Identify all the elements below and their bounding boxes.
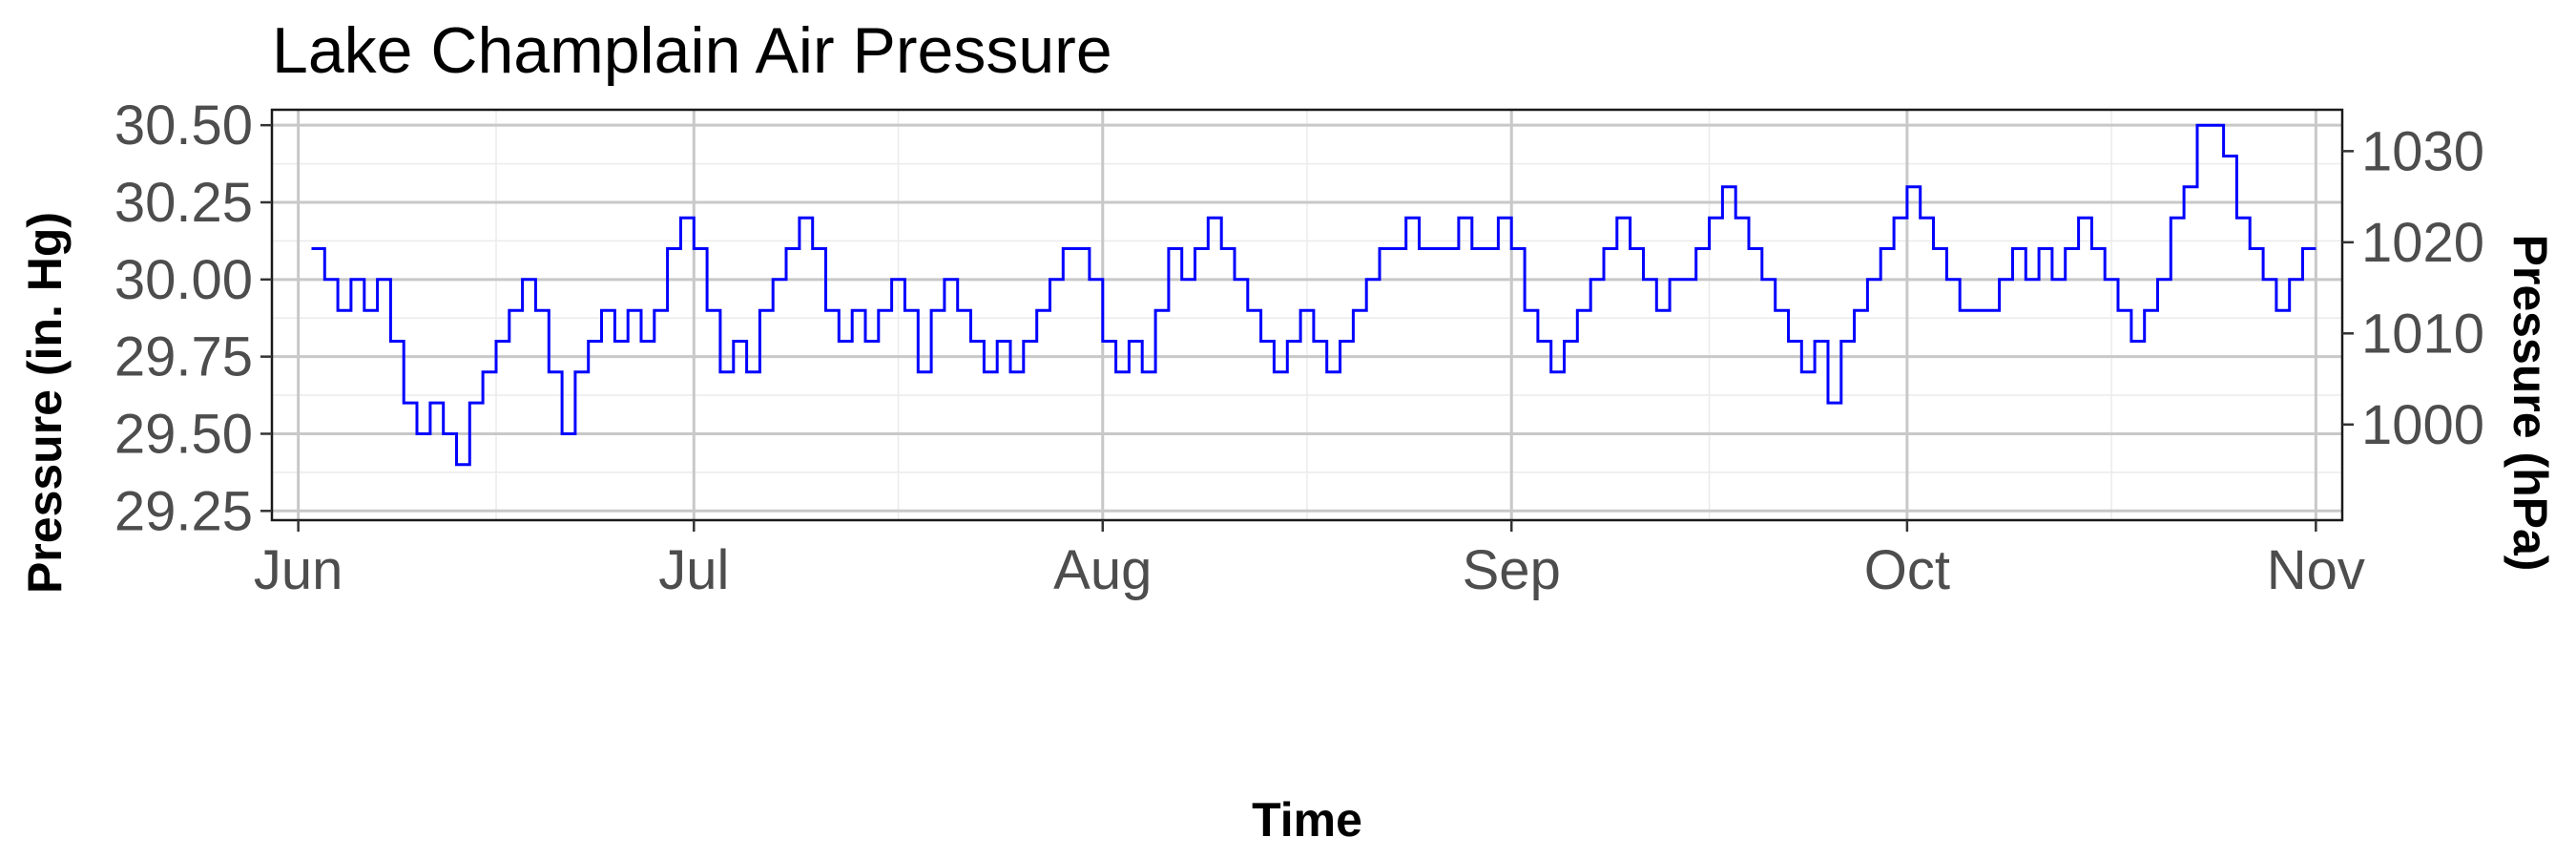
pressure-series-line [311,123,2316,467]
y2-tick-label: 1000 [2361,394,2484,456]
y-tick-label: 29.50 [114,403,253,465]
y2-tick-label: 1020 [2361,212,2484,274]
x-tick-label: Nov [2267,539,2365,601]
x-tick-label: Sep [1463,539,1561,601]
y-axis-title: Pressure (in. Hg) [18,212,72,594]
y-tick-label: 29.75 [114,326,253,388]
y2-tick-label: 1010 [2361,303,2484,365]
y-tick-label: 30.00 [114,249,253,311]
x-tick-label: Jul [658,539,729,601]
x-tick-label: Aug [1053,539,1152,601]
y-tick-label: 30.50 [114,94,253,157]
plot-panel [270,108,2344,522]
y-tick-label: 30.25 [114,172,253,234]
panel-border [270,108,2344,522]
chart-title: Lake Champlain Air Pressure [272,14,1112,87]
x-axis: Jun Jul Aug Sep Oct Nov [254,520,2365,601]
y2-tick-label: 1030 [2361,120,2484,182]
y-tick-label: 29.25 [114,480,253,542]
y-axis-left: 29.25 29.50 29.75 30.00 30.25 30.50 [114,94,272,542]
x-axis-title: Time [1252,793,1362,847]
y2-axis-title: Pressure (hPa) [2503,235,2557,572]
x-tick-label: Jun [254,539,343,601]
x-tick-label: Oct [1864,539,1950,601]
y-axis-right: 1000 1010 1020 1030 [2342,120,2484,456]
